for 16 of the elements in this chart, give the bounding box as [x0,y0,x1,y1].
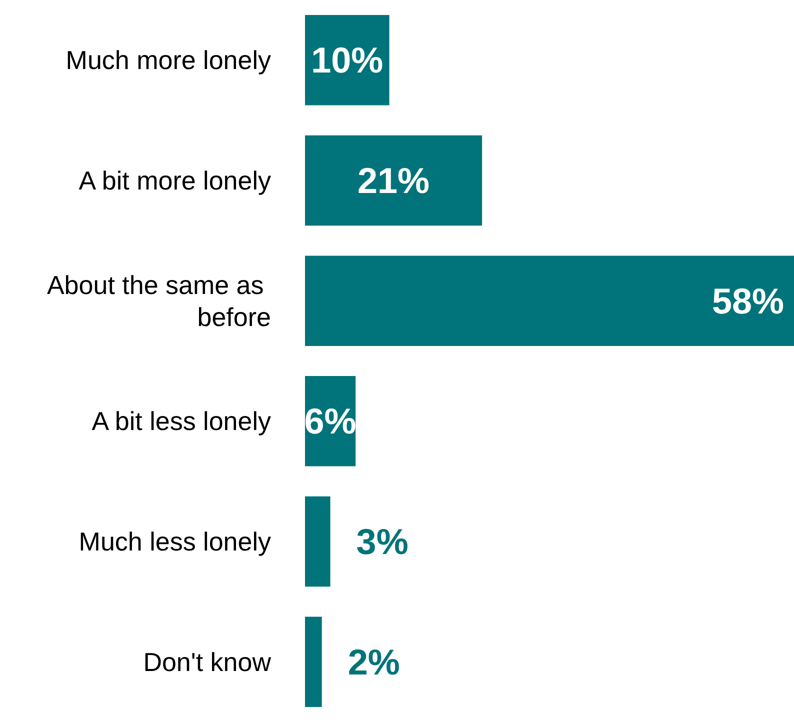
data-label: 6% [304,400,356,442]
y-tick-label: A bit more lonely [78,166,271,196]
y-tick-label: About the same as before [46,270,271,332]
data-label: 21% [357,160,430,201]
bar [305,496,330,587]
data-label: 2% [348,641,400,682]
bar [305,616,322,707]
data-label: 58% [712,280,784,322]
data-label: 3% [356,521,408,562]
data-label: 10% [311,40,384,81]
y-tick-label: Don't know [143,646,272,677]
y-tick-label: A bit less lonely [92,406,271,436]
bar [305,135,482,226]
y-tick-label: Much less lonely [78,526,271,556]
y-tick-label: Much more lonely [66,45,271,76]
bar [305,256,794,346]
